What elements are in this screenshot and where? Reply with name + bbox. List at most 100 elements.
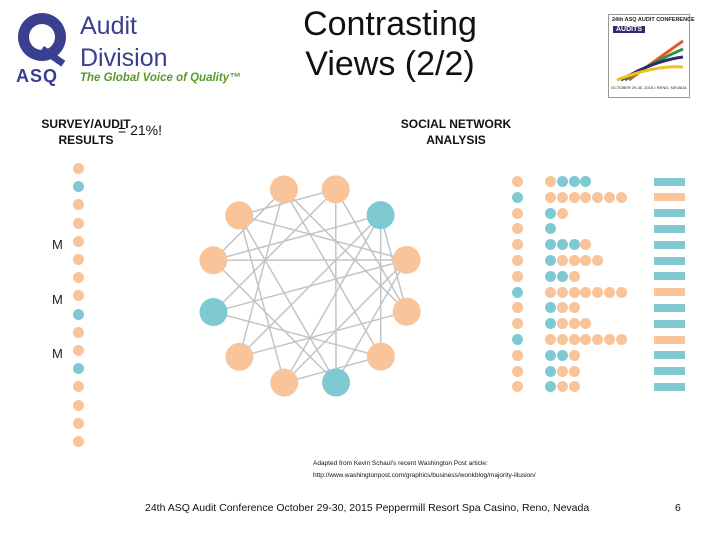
- survey-heading-line-2: RESULTS: [58, 133, 114, 147]
- friend-dot: [580, 176, 592, 187]
- person-dot: [512, 239, 523, 251]
- friend-dot: [556, 176, 568, 187]
- friend-dot: [568, 255, 580, 266]
- network-node: [366, 201, 395, 230]
- social-heading-line-1: SOCIAL NETWORK: [400, 117, 512, 131]
- network-node: [199, 246, 228, 275]
- friend-dot: [556, 239, 568, 251]
- network-node: [392, 297, 421, 326]
- friend-dot: [556, 255, 568, 266]
- friend-dot: [545, 223, 556, 235]
- perception-bar: [654, 367, 685, 376]
- survey-heading: SURVEY/AUDIT RESULTS: [26, 116, 146, 148]
- slide-title: Contrasting Views (2/2): [270, 4, 510, 84]
- social-heading-line-2: ANALYSIS: [426, 133, 486, 147]
- survey-dot: [73, 272, 84, 284]
- friend-dot: [568, 176, 580, 187]
- network-edge: [213, 214, 381, 262]
- friend-dot: [580, 286, 592, 298]
- survey-dot: [73, 381, 84, 393]
- perception-bar: [654, 193, 685, 202]
- friend-dot: [580, 334, 592, 345]
- person-dot: [512, 270, 523, 282]
- network-edge: [283, 189, 382, 357]
- friend-dot: [604, 191, 615, 203]
- network-edge: [283, 214, 382, 384]
- footer-text: 24th ASQ Audit Conference October 29-30,…: [145, 502, 590, 514]
- survey-dot: [73, 290, 84, 302]
- perception-bar: [654, 303, 685, 312]
- friend-dot: [568, 286, 580, 298]
- source-url[interactable]: http://www.washingtonpost.com/graphics/b…: [313, 472, 536, 479]
- friend-dot: [556, 207, 568, 219]
- person-dot: [512, 381, 523, 393]
- friend-dot: [592, 191, 604, 203]
- source-line-1: Adapted from Kevin Schaul's recent Washi…: [313, 460, 488, 467]
- person-dot: [512, 302, 523, 314]
- perception-bar: [654, 319, 685, 328]
- friend-dot: [556, 381, 568, 393]
- friend-dot: [580, 239, 592, 251]
- friend-dot: [580, 255, 592, 266]
- survey-dot: [73, 163, 84, 174]
- network-edge: [212, 259, 337, 384]
- friend-dot: [592, 286, 604, 298]
- majority-marker: M: [52, 292, 63, 307]
- network-node: [366, 342, 395, 371]
- network-edge: [238, 215, 286, 383]
- logo-audit: Audit: [80, 12, 137, 40]
- friend-dot: [568, 349, 580, 361]
- friend-dot: [568, 334, 580, 345]
- asq-audit-division-logo: Audit Division ASQ The Global Voice of Q…: [14, 10, 254, 86]
- person-dot: [512, 223, 523, 235]
- friend-dot: [556, 270, 568, 282]
- network-node: [392, 245, 421, 274]
- friend-dot: [545, 255, 556, 266]
- network-node: [322, 368, 351, 397]
- perception-bar: [654, 240, 685, 249]
- friend-dot: [545, 349, 556, 361]
- friend-dot: [592, 334, 604, 345]
- network-edge: [239, 310, 407, 358]
- friend-dot: [592, 255, 604, 266]
- source-note: Adapted from Kevin Schaul's recent Washi…: [313, 458, 613, 482]
- friend-dot: [556, 334, 568, 345]
- friend-dot: [568, 239, 580, 251]
- survey-dot: [73, 436, 84, 447]
- friend-dot: [580, 191, 592, 203]
- person-dot: [512, 349, 523, 361]
- friend-dot: [580, 318, 592, 330]
- survey-dot: [73, 345, 84, 356]
- survey-dot: [73, 308, 84, 320]
- perception-bar: [654, 382, 685, 391]
- network-edge: [283, 259, 408, 384]
- road-sign-icon: [616, 39, 684, 82]
- title-line-1: Contrasting: [303, 5, 477, 43]
- friend-dot: [545, 207, 556, 219]
- friend-dot: [556, 191, 568, 203]
- title-line-2: Views (2/2): [305, 45, 475, 83]
- friend-dot: [615, 334, 627, 345]
- survey-dot: [73, 399, 84, 411]
- perception-bar: [654, 224, 685, 233]
- friend-dot: [545, 365, 556, 377]
- network-edge: [238, 189, 285, 358]
- survey-dot: [73, 199, 84, 211]
- perception-bar: [654, 256, 685, 265]
- asq-q-icon: [18, 13, 66, 67]
- perception-bar: [654, 177, 685, 186]
- friend-dot: [556, 302, 568, 314]
- logo-division: Division: [80, 44, 168, 72]
- friend-dot: [545, 302, 556, 314]
- page-number: 6: [675, 502, 681, 514]
- perception-bar: [654, 335, 685, 344]
- network-node: [225, 201, 254, 230]
- majority-marker: M: [52, 346, 63, 361]
- friend-dot: [545, 318, 556, 330]
- friend-dot: [604, 334, 615, 345]
- friend-dot: [545, 381, 556, 393]
- perception-bar: [654, 209, 685, 218]
- network-edge: [212, 188, 337, 313]
- friend-dot: [556, 349, 568, 361]
- survey-dot: [73, 363, 84, 375]
